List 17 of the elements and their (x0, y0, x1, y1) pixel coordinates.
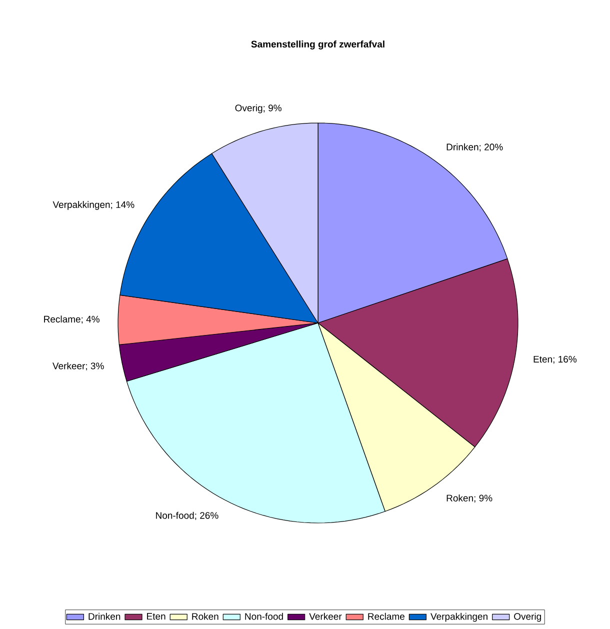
legend-label: Drinken (88, 612, 120, 620)
legend-label: Non-food (245, 612, 283, 620)
legend-label: Overig (514, 612, 541, 622)
data-label: Non-food; 26% (156, 512, 218, 520)
data-label: Eten; 16% (534, 356, 577, 364)
chart-title: Samenstelling grof zwerfafval (251, 40, 384, 50)
data-label: Verpakkingen; 14% (52, 201, 134, 210)
legend-label: Reclame (368, 612, 404, 620)
legend-label: Verkeer (309, 612, 342, 620)
legend-label: Verpakkingen (430, 612, 488, 622)
data-label: Drinken; 20% (446, 143, 503, 152)
data-label: Roken; 9% (446, 494, 492, 503)
data-label: Verkeer; 3% (52, 362, 104, 370)
legend-label: Eten (147, 613, 166, 620)
data-label: Reclame; 4% (44, 316, 100, 324)
legend-label: Roken (192, 612, 218, 620)
data-label: Overig; 9% (235, 104, 282, 114)
